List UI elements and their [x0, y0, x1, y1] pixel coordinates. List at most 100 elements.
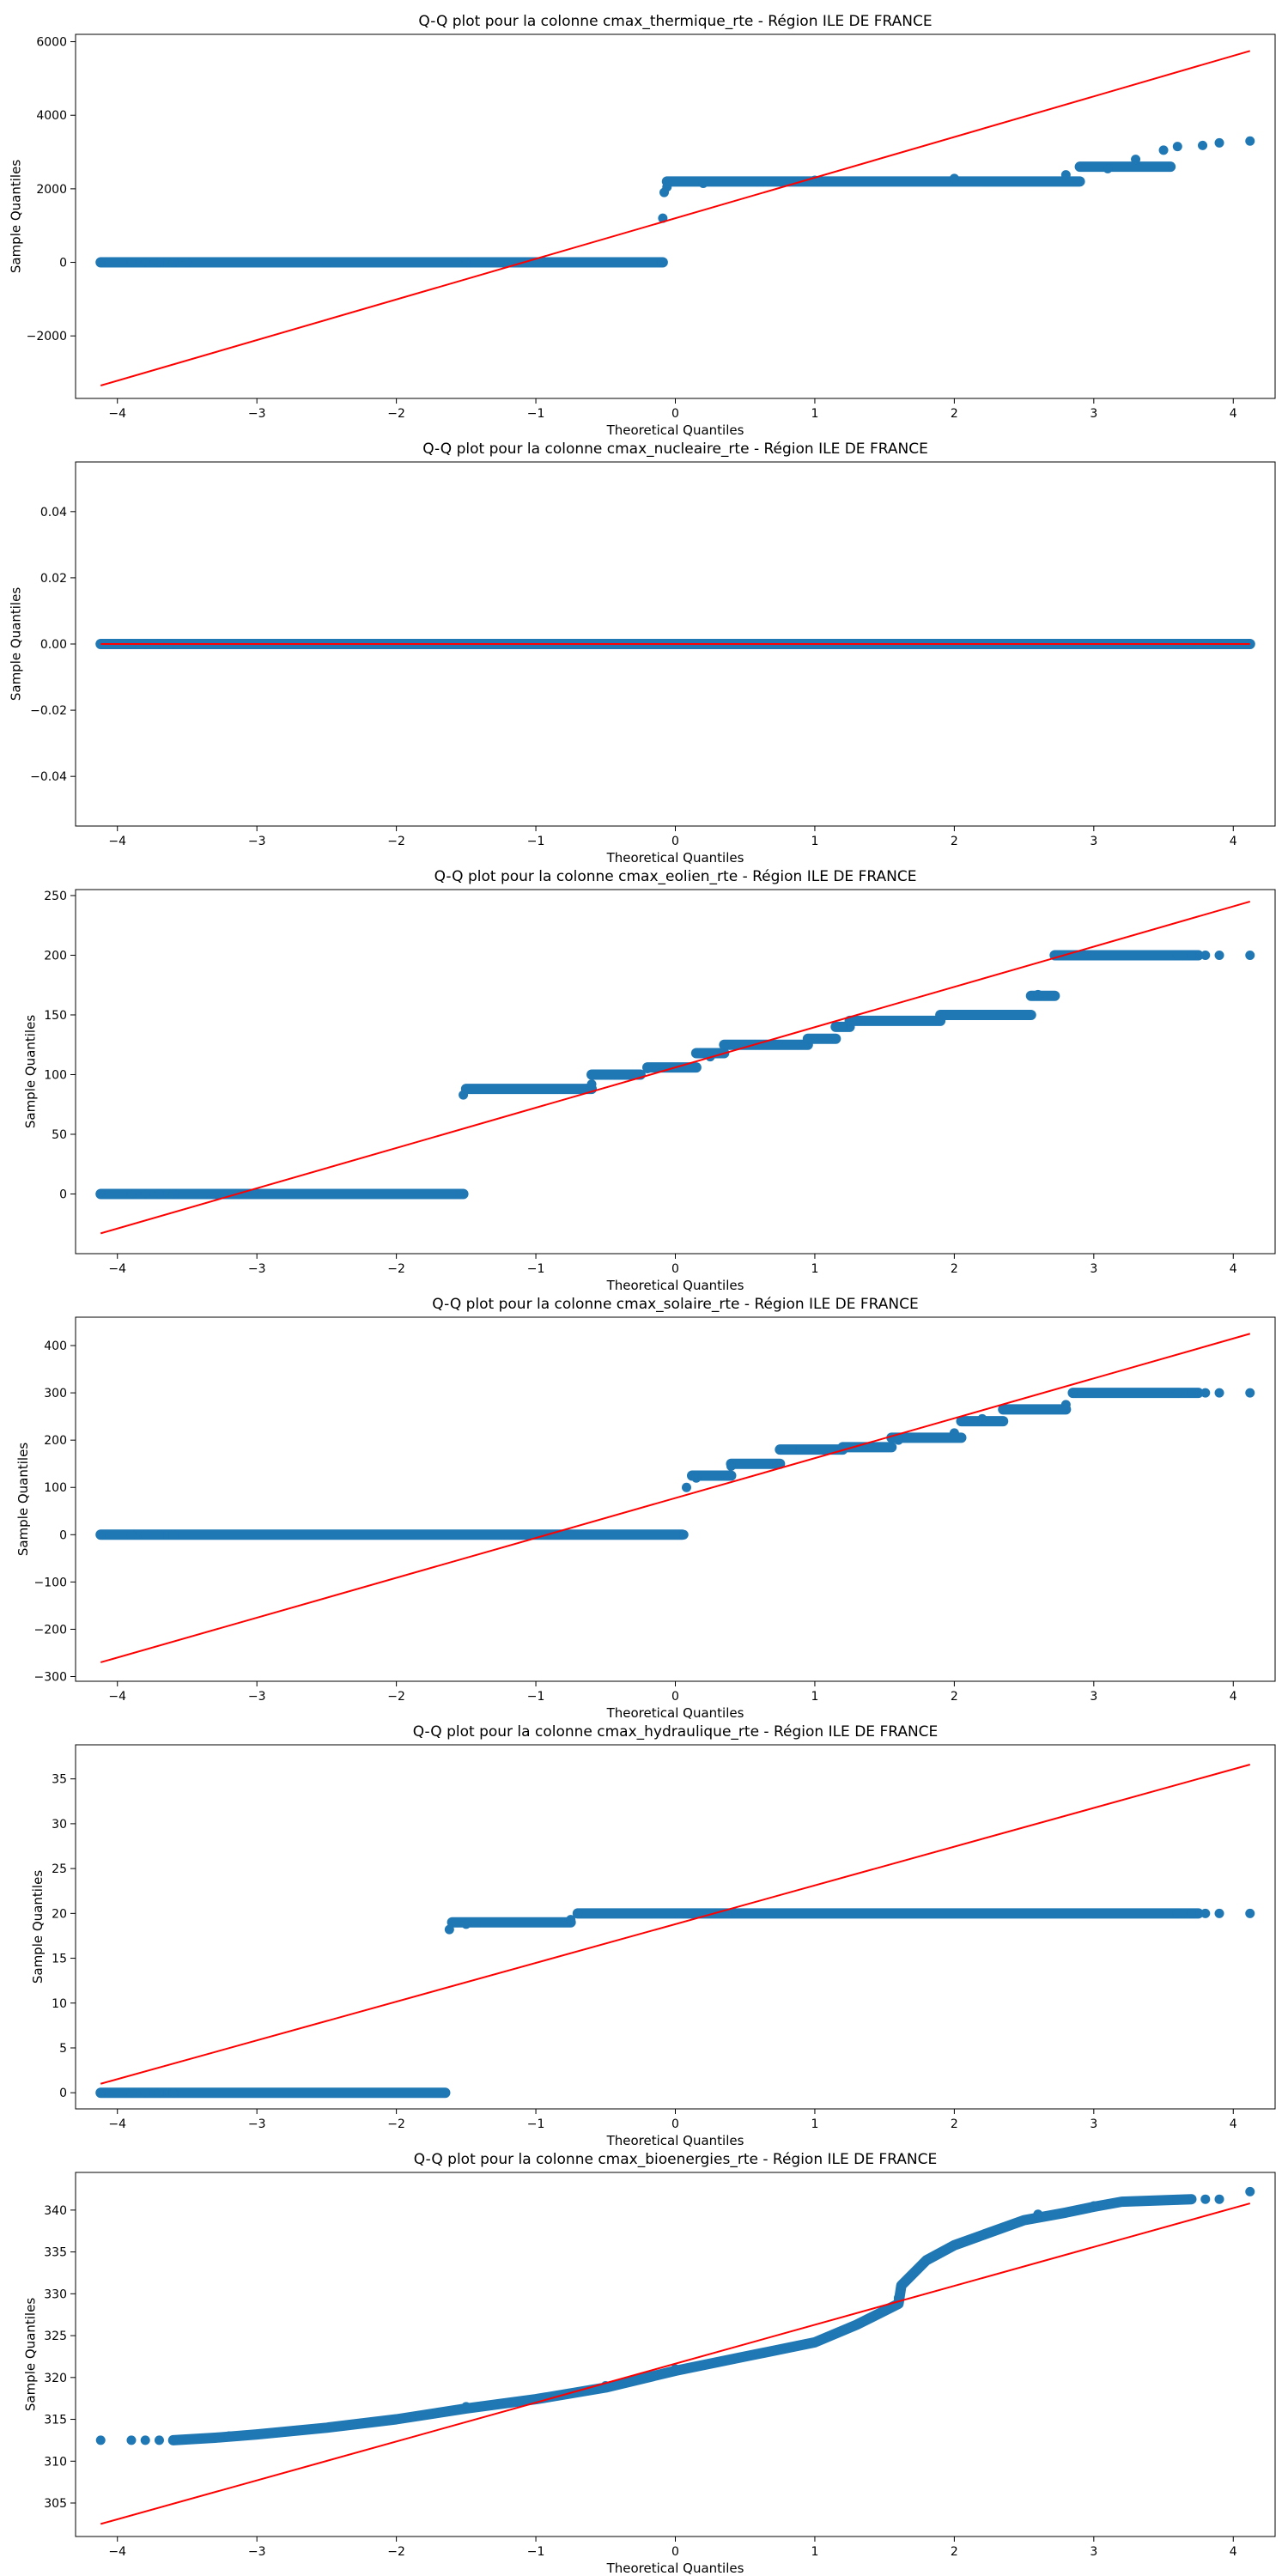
data-point — [586, 1079, 597, 1090]
data-point — [1200, 2194, 1211, 2204]
data-point — [95, 1188, 106, 1199]
data-point — [1214, 1388, 1224, 1398]
data-point — [168, 1188, 179, 1199]
y-tick-label: 0.00 — [40, 638, 67, 652]
y-tick-label: 250 — [44, 890, 67, 903]
data-point — [95, 1529, 106, 1540]
data-point — [1060, 170, 1071, 180]
data-point — [671, 2364, 680, 2374]
data-point — [678, 1529, 689, 1540]
data-point — [461, 258, 471, 268]
y-axis-label: Sample Quantiles — [23, 2298, 39, 2411]
reference-line — [100, 50, 1251, 386]
data-point — [140, 1188, 150, 1199]
x-tick-label: −3 — [248, 407, 266, 421]
plot-data — [95, 1333, 1255, 1663]
data-point — [1089, 2201, 1099, 2211]
x-tick-label: 1 — [811, 1262, 818, 1276]
x-tick-label: 3 — [1090, 835, 1097, 848]
x-tick-label: −2 — [387, 1690, 405, 1704]
chart-title: Q-Q plot pour la colonne cmax_eolien_rte… — [434, 868, 917, 885]
chart-title: Q-Q plot pour la colonne cmax_bioenergie… — [414, 2151, 937, 2168]
data-point — [893, 1435, 903, 1445]
x-tick-label: 3 — [1090, 407, 1097, 421]
data-point — [1198, 140, 1208, 150]
y-axis-label: Sample Quantiles — [9, 160, 24, 273]
x-tick-label: 0 — [671, 407, 679, 421]
y-tick-label: 6000 — [36, 36, 67, 50]
y-tick-label: 25 — [52, 1862, 67, 1876]
y-tick-label: 35 — [52, 1773, 67, 1787]
data-point — [1200, 950, 1211, 960]
y-tick-label: 340 — [44, 2204, 67, 2218]
x-tick-label: 2 — [951, 835, 958, 848]
data-point — [95, 258, 106, 268]
data-point — [949, 173, 959, 184]
y-tick-label: −100 — [34, 1576, 67, 1589]
chart-3: Q-Q plot pour la colonne cmax_eolien_rte… — [23, 868, 1276, 1293]
chart-title: Q-Q plot pour la colonne cmax_thermique_… — [418, 13, 932, 30]
data-point — [140, 2435, 150, 2445]
data-point — [949, 1428, 959, 1438]
data-point — [1245, 1388, 1255, 1398]
x-tick-label: 1 — [811, 2545, 818, 2559]
x-tick-label: 2 — [951, 1262, 958, 1276]
y-tick-label: 300 — [44, 1387, 67, 1400]
y-tick-label: 20 — [52, 1907, 67, 1921]
data-point — [126, 2087, 137, 2098]
data-point — [896, 2281, 907, 2291]
data-point — [126, 1529, 137, 1540]
x-tick-label: 3 — [1090, 2545, 1097, 2559]
y-tick-label: 2000 — [36, 183, 67, 197]
y-tick-label: 30 — [52, 1818, 67, 1832]
y-axis-label: Sample Quantiles — [23, 1015, 39, 1128]
x-axis-label: Theoretical Quantiles — [606, 850, 744, 866]
y-tick-label: 305 — [44, 2497, 67, 2511]
data-point — [1131, 155, 1141, 165]
data-point — [1067, 1388, 1078, 1398]
x-tick-label: −3 — [248, 1690, 266, 1704]
chart-1: Q-Q plot pour la colonne cmax_thermique_… — [9, 13, 1276, 438]
y-tick-label: 335 — [44, 2246, 67, 2260]
x-tick-label: 4 — [1230, 2545, 1237, 2559]
x-tick-label: 2 — [951, 2545, 958, 2559]
data-point — [140, 2087, 150, 2098]
data-point — [1033, 989, 1043, 999]
data-point — [656, 258, 666, 268]
plot-data — [95, 1764, 1255, 2099]
x-axis-label: Theoretical Quantiles — [606, 1705, 744, 1721]
data-point — [1172, 1908, 1182, 1918]
x-tick-label: 4 — [1230, 1262, 1237, 1276]
y-tick-label: 400 — [44, 1340, 67, 1353]
y-tick-label: −0.04 — [30, 770, 67, 784]
chart-title: Q-Q plot pour la colonne cmax_hydrauliqu… — [413, 1723, 939, 1741]
data-point — [681, 1482, 691, 1492]
y-axis-label: Sample Quantiles — [9, 587, 24, 701]
x-tick-label: −1 — [527, 1262, 545, 1276]
y-tick-label: −0.02 — [30, 704, 67, 718]
data-point — [1172, 142, 1182, 152]
x-tick-label: 2 — [951, 2117, 958, 2131]
data-point — [879, 2306, 890, 2316]
x-tick-label: 4 — [1230, 2117, 1237, 2131]
x-tick-label: −2 — [387, 1262, 405, 1276]
y-tick-label: 0 — [59, 257, 67, 270]
data-point — [796, 1444, 806, 1455]
reference-line — [100, 1333, 1251, 1663]
y-tick-label: 15 — [52, 1953, 67, 1966]
data-point — [154, 2435, 164, 2445]
chart-2: Q-Q plot pour la colonne cmax_nucleaire_… — [9, 440, 1276, 866]
data-point — [1187, 1908, 1197, 1918]
chart-6: Q-Q plot pour la colonne cmax_bioenergie… — [23, 2151, 1276, 2576]
y-tick-label: 0 — [59, 2087, 67, 2100]
x-tick-label: −1 — [527, 835, 545, 848]
x-tick-label: −3 — [248, 2545, 266, 2559]
data-point — [154, 2087, 164, 2098]
y-tick-label: 0.02 — [40, 572, 67, 586]
x-tick-label: 1 — [811, 2117, 818, 2131]
x-axis-label: Theoretical Quantiles — [606, 2561, 744, 2576]
y-tick-label: −200 — [34, 1623, 67, 1637]
data-point — [461, 1919, 471, 1929]
data-point — [573, 1908, 583, 1918]
data-point — [921, 2255, 932, 2265]
